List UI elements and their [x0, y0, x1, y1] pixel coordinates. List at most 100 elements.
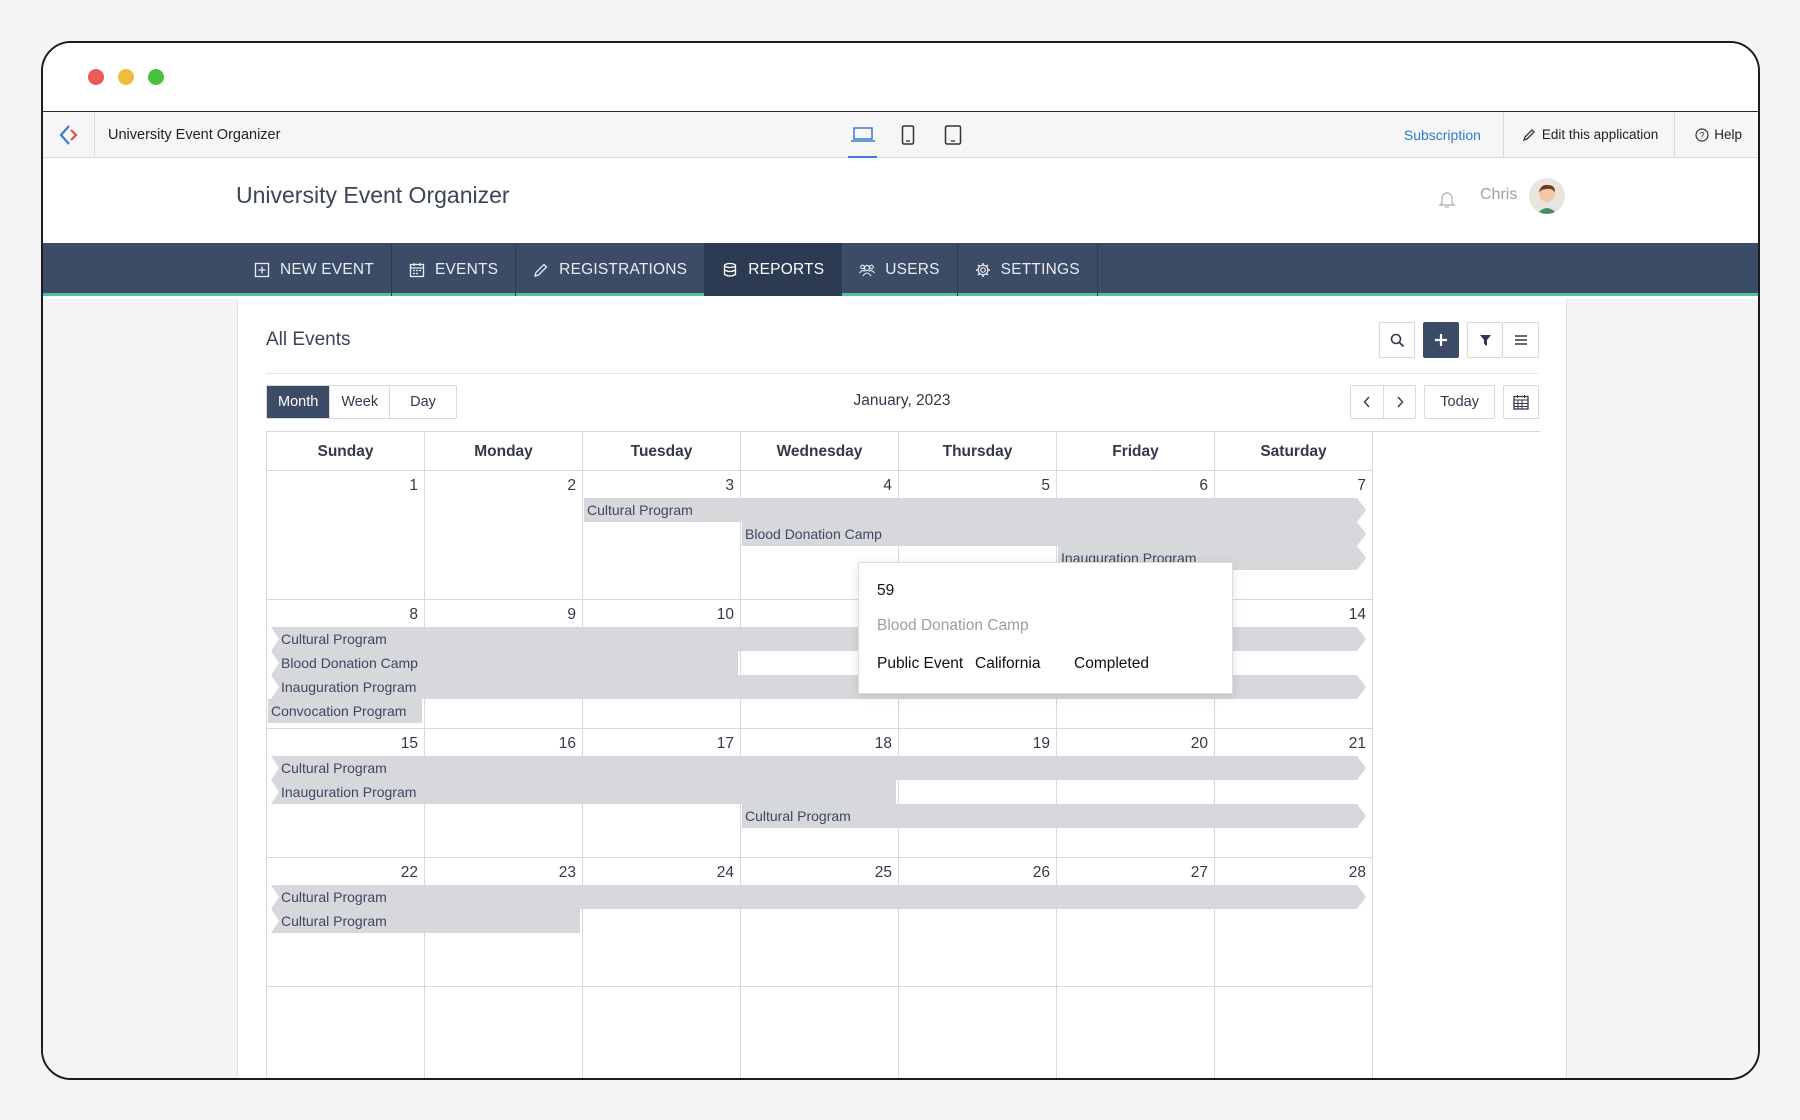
- event-bar[interactable]: Cultural Program: [271, 885, 1366, 909]
- calendar-day-cell[interactable]: [899, 987, 1057, 1078]
- previous-month-button[interactable]: [1351, 386, 1383, 418]
- event-bar[interactable]: Blood Donation Camp: [742, 522, 1366, 546]
- day-header-wednesday: Wednesday: [741, 432, 899, 471]
- calendar-day-cell[interactable]: 1: [267, 471, 425, 600]
- user-name[interactable]: Chris: [1480, 186, 1518, 203]
- app-header: University Event Organizer Chris: [43, 158, 1758, 243]
- window-titlebar: [43, 43, 1758, 112]
- chevron-right-icon: [1397, 396, 1404, 408]
- calendar-day-cell[interactable]: [1057, 987, 1215, 1078]
- calendar-day-cell[interactable]: 7: [1215, 471, 1373, 600]
- day-number: 9: [567, 606, 576, 623]
- calendar-day-cell[interactable]: 3: [583, 471, 741, 600]
- calendar-day-cell[interactable]: 18: [741, 729, 899, 858]
- calendar-day-cell[interactable]: 26: [899, 858, 1057, 987]
- day-number: 17: [716, 735, 734, 752]
- nav-item-label: USERS: [885, 260, 940, 278]
- calendar-day-cell[interactable]: 28: [1215, 858, 1373, 987]
- view-week-button[interactable]: Week: [330, 386, 391, 418]
- day-number: 16: [558, 735, 576, 752]
- calendar-day-cell[interactable]: [1215, 987, 1373, 1078]
- event-bar[interactable]: Blood Donation Camp: [271, 651, 738, 675]
- calendar-day-cell[interactable]: [583, 987, 741, 1078]
- filter-button[interactable]: [1467, 322, 1503, 358]
- nav-item-label: SETTINGS: [1000, 260, 1080, 278]
- event-bar[interactable]: Inauguration Program: [271, 780, 896, 804]
- calendar-day-cell[interactable]: 20: [1057, 729, 1215, 858]
- help-button[interactable]: ? Help: [1675, 112, 1758, 158]
- date-picker-button[interactable]: [1503, 385, 1539, 419]
- day-number: 2: [567, 477, 576, 494]
- view-month-button[interactable]: Month: [267, 386, 331, 418]
- calendar-day-cell[interactable]: [741, 987, 899, 1078]
- calendar-icon: [409, 262, 425, 278]
- menu-button[interactable]: [1503, 322, 1539, 358]
- month-calendar: Sunday Monday Tuesday Wednesday Thursday Frid…: [266, 431, 1540, 1078]
- day-number: 28: [1348, 864, 1366, 881]
- calendar-day-cell[interactable]: 23: [425, 858, 583, 987]
- nav-item-users[interactable]: USERS: [842, 243, 958, 296]
- nav-item-new-event[interactable]: NEW EVENT: [237, 243, 392, 296]
- calendar-day-cell[interactable]: 21: [1215, 729, 1373, 858]
- calendar-day-cell[interactable]: 2: [425, 471, 583, 600]
- day-number: 18: [874, 735, 892, 752]
- day-number: 22: [400, 864, 418, 881]
- divider: [266, 373, 1539, 374]
- day-number: 5: [1041, 477, 1050, 494]
- mobile-preview-button[interactable]: [885, 112, 930, 158]
- popup-event-location: California: [975, 655, 1041, 672]
- view-day-button[interactable]: Day: [410, 394, 436, 410]
- popup-event-status: Completed: [1074, 655, 1149, 672]
- close-window-button[interactable]: [88, 69, 104, 85]
- app-logo-icon[interactable]: [43, 112, 95, 158]
- calendar-day-cell[interactable]: 10: [583, 600, 741, 729]
- event-bar[interactable]: Cultural Program: [742, 804, 1366, 828]
- pencil-icon: [533, 262, 549, 278]
- calendar-icon: [1513, 395, 1529, 410]
- calendar-day-cell[interactable]: [425, 987, 583, 1078]
- add-button[interactable]: [1423, 322, 1459, 358]
- nav-item-reports[interactable]: REPORTS: [705, 243, 843, 296]
- search-button[interactable]: [1379, 322, 1415, 358]
- notification-bell-icon[interactable]: [1438, 189, 1456, 214]
- calendar-day-cell[interactable]: 27: [1057, 858, 1215, 987]
- calendar-day-cell[interactable]: 25: [741, 858, 899, 987]
- event-bar[interactable]: Cultural Program: [271, 756, 1366, 780]
- laptop-icon: [850, 127, 875, 142]
- day-header-tuesday: Tuesday: [583, 432, 741, 471]
- day-number: 23: [558, 864, 576, 881]
- calendar-day-cell[interactable]: [267, 987, 425, 1078]
- events-panel: All Events Month Week Day January, 2023: [237, 299, 1567, 1078]
- minimize-window-button[interactable]: [118, 69, 134, 85]
- tablet-preview-button[interactable]: [930, 112, 975, 158]
- main-nav: NEW EVENT EVENTS REGISTRATIONS REPORTS USERS…: [43, 243, 1758, 296]
- new-event-icon: [254, 262, 270, 278]
- calendar-day-cell[interactable]: 14: [1215, 600, 1373, 729]
- calendar-day-cell[interactable]: 19: [899, 729, 1057, 858]
- nav-item-registrations[interactable]: REGISTRATIONS: [516, 243, 706, 296]
- view-switcher: Month Week Day: [266, 385, 457, 419]
- event-bar[interactable]: Convocation Program: [268, 699, 422, 723]
- subscription-link[interactable]: Subscription: [1382, 112, 1504, 158]
- day-number: 27: [1190, 864, 1208, 881]
- day-number: 1: [409, 477, 418, 494]
- event-bar[interactable]: Cultural Program: [271, 909, 580, 933]
- avatar[interactable]: [1529, 178, 1565, 214]
- maximize-window-button[interactable]: [148, 69, 164, 85]
- event-bar[interactable]: Cultural Program: [584, 498, 1366, 522]
- nav-item-settings[interactable]: SETTINGS: [958, 243, 1098, 296]
- day-number: 3: [725, 477, 734, 494]
- edit-application-button[interactable]: Edit this application: [1504, 112, 1676, 158]
- nav-item-events[interactable]: EVENTS: [392, 243, 517, 296]
- popup-event-id: 59: [877, 582, 895, 599]
- day-number: 15: [400, 735, 418, 752]
- desktop-preview-button[interactable]: [840, 112, 885, 158]
- day-number: 14: [1348, 606, 1366, 623]
- day-number: 8: [409, 606, 418, 623]
- event-popup[interactable]: 59 Blood Donation Camp Public Event Cali…: [858, 562, 1233, 694]
- svg-text:?: ?: [1700, 131, 1705, 141]
- today-button[interactable]: Today: [1424, 385, 1495, 419]
- calendar-day-cell[interactable]: 24: [583, 858, 741, 987]
- next-month-button[interactable]: [1383, 386, 1415, 418]
- day-number: 26: [1032, 864, 1050, 881]
